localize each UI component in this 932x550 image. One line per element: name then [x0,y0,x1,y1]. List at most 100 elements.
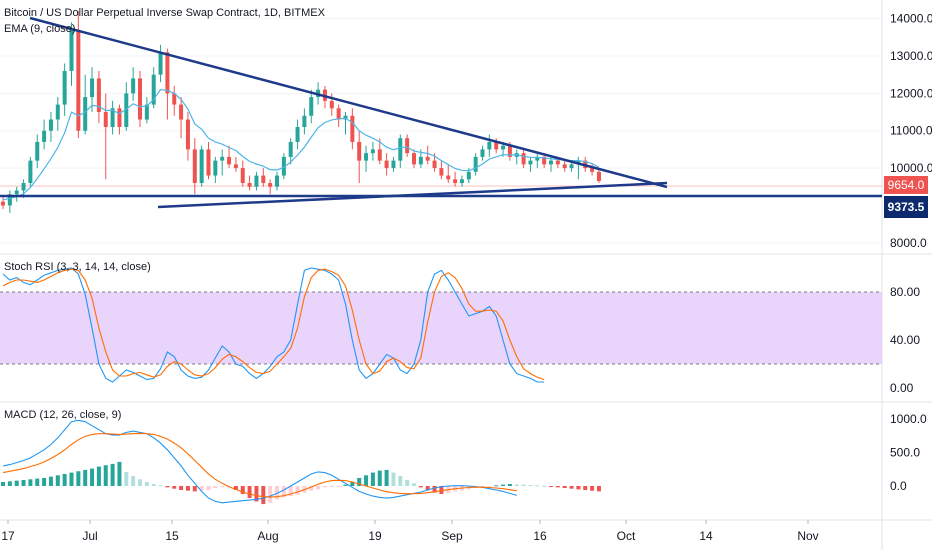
candle-body[interactable] [227,156,232,165]
macd-histogram-bar[interactable] [391,472,396,486]
macd-histogram-bar[interactable] [576,486,581,490]
candle-body[interactable] [480,149,485,157]
macd-histogram-bar[interactable] [117,461,122,486]
macd-histogram-bar[interactable] [357,477,362,486]
candle-body[interactable] [172,93,177,105]
candle-body[interactable] [288,141,293,157]
macd-histogram-bar[interactable] [42,477,47,486]
stoch-rsi-pane[interactable] [2,267,545,383]
stoch-rsi-axis[interactable]: 80.00 40.00 0.00 [890,285,920,395]
macd-histogram-bar[interactable] [281,486,286,498]
macd-histogram-bar[interactable] [288,486,293,497]
candle-body[interactable] [432,160,437,169]
macd-histogram-bar[interactable] [364,475,369,486]
macd-histogram-bar[interactable] [206,486,211,491]
macd-histogram-bar[interactable] [7,481,12,486]
macd-histogram-bar[interactable] [247,486,252,499]
candle-body[interactable] [425,156,430,161]
price-axis[interactable]: 14000.0 13000.0 12000.0 11000.0 10000.0 8000.… [890,12,932,250]
candle-body[interactable] [275,175,279,187]
candle-body[interactable] [1,201,5,206]
macd-histogram-bar[interactable] [55,475,60,486]
macd-histogram-bar[interactable] [350,481,355,486]
candle-body[interactable] [131,78,136,94]
candle-body[interactable] [473,156,478,172]
macd-histogram-bar[interactable] [329,486,334,487]
macd-histogram-bar[interactable] [151,483,156,486]
macd-histogram-bar[interactable] [275,486,279,500]
macd-histogram-bar[interactable] [377,470,382,486]
candle-body[interactable] [7,194,12,206]
candle-body[interactable] [370,149,375,154]
macd-histogram-bar[interactable] [158,485,163,487]
candle-body[interactable] [542,156,547,165]
macd-histogram-bar[interactable] [185,486,190,491]
candle-body[interactable] [549,160,553,165]
candle-body[interactable] [138,78,142,120]
macd-histogram-bar[interactable] [514,484,519,486]
candle-body[interactable] [521,153,526,165]
macd-histogram-bar[interactable] [131,475,136,486]
macd-histogram-bar[interactable] [555,486,560,488]
macd-histogram-bar[interactable] [76,471,81,486]
candle-body[interactable] [295,127,300,142]
candle-body[interactable] [144,104,149,120]
candle-body[interactable] [405,138,410,154]
candle-body[interactable] [213,160,218,176]
candle-body[interactable] [507,145,512,157]
candle-body[interactable] [412,153,416,165]
candle-body[interactable] [596,171,601,182]
macd-histogram-bar[interactable] [233,486,238,491]
macd-histogram-bar[interactable] [261,486,266,505]
ema-line[interactable] [2,88,600,201]
signal-line[interactable] [2,432,517,498]
macd-histogram-bar[interactable] [343,484,348,486]
candle-body[interactable] [21,183,26,191]
time-axis[interactable]: 17 Jul 15 Aug 19 Sep 16 Oct 14 Nov [1,520,819,543]
candle-body[interactable] [528,160,533,165]
macd-histogram-bar[interactable] [336,486,341,487]
macd-histogram-bar[interactable] [192,486,197,492]
candle-body[interactable] [124,93,129,127]
macd-histogram-bar[interactable] [165,486,170,488]
candle-body[interactable] [254,175,259,187]
candle-body[interactable] [96,78,101,113]
candle-body[interactable] [398,138,403,161]
macd-histogram-bar[interactable] [35,478,40,486]
candle-body[interactable] [281,156,286,176]
candle-body[interactable] [439,168,444,176]
candle-body[interactable] [28,160,33,184]
candle-body[interactable] [364,153,369,161]
macd-histogram-bar[interactable] [110,463,115,486]
macd-histogram-bar[interactable] [172,486,177,489]
macd-histogram-bar[interactable] [124,471,129,486]
macd-histogram-bar[interactable] [213,486,218,489]
macd-histogram-bar[interactable] [14,480,19,486]
stoch-rsi-d-line[interactable] [2,268,545,381]
macd-histogram-bar[interactable] [254,486,259,502]
candle-body[interactable] [302,115,307,127]
candle-body[interactable] [199,149,204,184]
macd-histogram-bar[interactable] [90,468,95,486]
macd-histogram-bar[interactable] [432,486,437,493]
candle-body[interactable] [418,156,423,165]
macd-histogram-bar[interactable] [439,486,444,495]
macd-histogram-bar[interactable] [28,479,33,486]
candle-body[interactable] [14,190,19,195]
macd-histogram-bar[interactable] [295,486,300,495]
macd-line[interactable] [2,419,517,504]
candle-body[interactable] [309,97,314,116]
descending-trendline[interactable] [29,16,668,189]
candle-body[interactable] [377,149,382,161]
macd-histogram-bar[interactable] [569,486,574,489]
candle-body[interactable] [192,149,197,184]
macd-histogram-bar[interactable] [590,486,595,491]
macd-pane[interactable] [1,419,601,505]
candle-body[interactable] [158,52,163,75]
candle-body[interactable] [206,149,211,176]
candle-body[interactable] [90,78,95,98]
candle-body[interactable] [76,29,81,131]
candle-body[interactable] [165,52,170,94]
macd-histogram-bar[interactable] [240,486,245,495]
candle-body[interactable] [261,175,266,184]
